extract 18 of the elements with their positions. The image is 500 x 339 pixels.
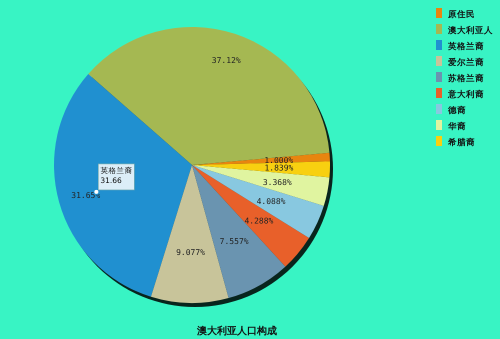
legend-label: 意大利裔 (447, 89, 484, 100)
data-label: 4.288% (244, 216, 274, 226)
legend-label: 苏格兰裔 (447, 73, 484, 84)
data-label: 9.077% (176, 248, 206, 257)
legend-label: 爱尔兰裔 (447, 57, 484, 68)
legend-label: 原住民 (447, 9, 475, 20)
legend-label: 希腊裔 (447, 137, 475, 148)
legend-label: 英格兰裔 (447, 41, 484, 52)
legend-label: 华裔 (447, 121, 466, 132)
data-label: 3.368% (262, 178, 292, 187)
data-label: 7.557% (220, 237, 249, 246)
legend-label: 德裔 (447, 105, 466, 116)
data-label: 1.839% (264, 164, 294, 173)
data-label: 1.000% (264, 156, 294, 165)
data-label: 4.088% (256, 197, 286, 206)
text: 澳大利亚人口构成 (196, 325, 277, 337)
data-label: 37.12% (212, 56, 241, 66)
legend-label: 澳大利亚人 (447, 25, 494, 36)
